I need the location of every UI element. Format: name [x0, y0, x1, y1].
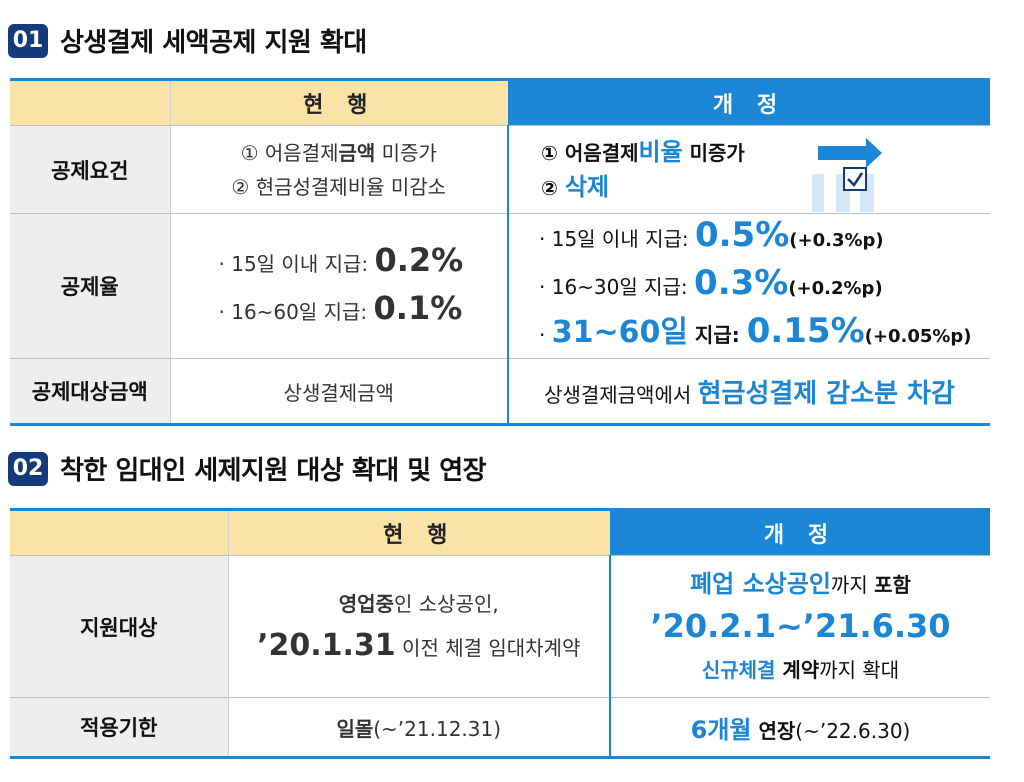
- header-new: 개 정: [508, 78, 990, 126]
- header-current: 현 행: [169, 78, 508, 126]
- section1-number: 01: [8, 23, 48, 58]
- row-label-period: 적용기한: [10, 697, 228, 759]
- section1-heading: 상생결제 세액공제 지원 확대: [60, 28, 367, 58]
- period-current: 일몰(~’21.12.31): [227, 697, 610, 759]
- row-label-requirement: 공제요건: [10, 125, 170, 214]
- section1-table: 현 행 개 정 공제요건 ① 어음결제금액 미증가 ② 현금성결제비율 미감소 …: [10, 78, 990, 426]
- row-label-amount: 공제대상금액: [10, 358, 170, 426]
- section2-title: 02 착한 임대인 세제지원 대상 확대 및 연장: [8, 450, 487, 487]
- header-blank: [10, 78, 170, 126]
- header-blank-2: [10, 508, 228, 556]
- section2-number: 02: [8, 451, 48, 486]
- requirement-current: ① 어음결제금액 미증가 ② 현금성결제비율 미감소: [169, 125, 508, 214]
- section2-heading: 착한 임대인 세제지원 대상 확대 및 연장: [60, 456, 487, 486]
- amount-new: 상생결제금액에서 현금성결제 감소분 차감: [507, 358, 990, 426]
- section1-title: 01 상생결제 세액공제 지원 확대: [8, 22, 367, 59]
- amount-current: 상생결제금액: [169, 358, 508, 426]
- requirement-new: ① 어음결제비율 미증가 ② 삭제: [507, 125, 990, 214]
- header-new-2: 개 정: [610, 508, 990, 556]
- rate-current: · 15일 이내 지급: 0.2% · 16~60일 지급: 0.1%: [169, 213, 508, 359]
- row-label-target: 지원대상: [10, 555, 228, 698]
- target-current: 영업중인 소상공인, ’20.1.31 이전 체결 임대차계약: [227, 555, 610, 698]
- target-new: 폐업 소상공인까지 포함 ’20.2.1~’21.6.30 신규체결 계약까지 …: [609, 555, 990, 698]
- arrow-check-icon: [808, 132, 890, 212]
- header-current-2: 현 행: [227, 508, 610, 556]
- section2-table: 현 행 개 정 지원대상 영업중인 소상공인, ’20.1.31 이전 체결 임…: [10, 508, 990, 759]
- rate-new: · 15일 이내 지급: 0.5%(+0.3%p) · 16~30일 지급: 0…: [507, 213, 990, 359]
- period-new: 6개월 연장(~’22.6.30): [609, 697, 990, 759]
- row-label-rate: 공제율: [10, 213, 170, 359]
